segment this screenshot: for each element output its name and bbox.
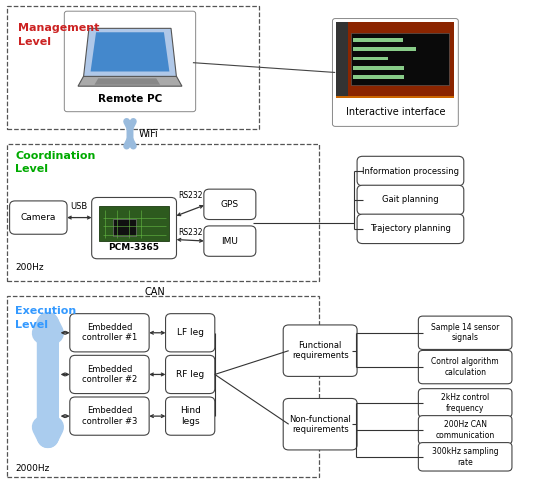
Text: Camera: Camera: [21, 213, 56, 222]
Text: 2kHz control
frequency: 2kHz control frequency: [441, 393, 490, 413]
Text: 200Hz: 200Hz: [15, 263, 43, 272]
FancyBboxPatch shape: [336, 96, 454, 99]
FancyArrowPatch shape: [126, 121, 133, 146]
Text: Embedded
controller #2: Embedded controller #2: [82, 365, 137, 384]
Text: WiFi: WiFi: [138, 129, 158, 139]
Text: Management: Management: [18, 24, 99, 34]
FancyBboxPatch shape: [283, 325, 357, 377]
Text: RS232: RS232: [178, 191, 202, 200]
Text: Level: Level: [15, 319, 48, 329]
FancyBboxPatch shape: [332, 19, 458, 126]
FancyBboxPatch shape: [357, 214, 464, 244]
Bar: [7, 6, 258, 129]
FancyBboxPatch shape: [357, 156, 464, 186]
Text: GPS: GPS: [221, 200, 239, 209]
FancyArrowPatch shape: [43, 323, 53, 437]
Text: IMU: IMU: [222, 237, 238, 246]
Text: RF leg: RF leg: [176, 370, 204, 379]
Text: 200Hz CAN
communication: 200Hz CAN communication: [436, 420, 495, 440]
FancyBboxPatch shape: [92, 198, 177, 259]
FancyBboxPatch shape: [353, 57, 404, 60]
Text: Sample 14 sensor
signals: Sample 14 sensor signals: [431, 323, 499, 343]
Text: Level: Level: [15, 164, 48, 174]
Text: Embedded
controller #1: Embedded controller #1: [82, 323, 137, 343]
FancyBboxPatch shape: [419, 351, 512, 384]
Text: CAN: CAN: [144, 286, 165, 297]
FancyBboxPatch shape: [204, 189, 256, 219]
FancyBboxPatch shape: [336, 22, 454, 97]
Polygon shape: [95, 78, 160, 85]
Text: Information processing: Information processing: [362, 167, 459, 176]
Text: LF leg: LF leg: [177, 328, 204, 337]
Polygon shape: [78, 76, 182, 86]
Polygon shape: [84, 29, 177, 77]
Text: Trajectory planning: Trajectory planning: [370, 224, 451, 233]
Text: Control algorithm
calculation: Control algorithm calculation: [431, 357, 499, 377]
FancyBboxPatch shape: [336, 22, 348, 97]
Polygon shape: [91, 32, 169, 71]
FancyBboxPatch shape: [353, 75, 419, 79]
FancyBboxPatch shape: [419, 443, 512, 471]
Text: Functional
requirements: Functional requirements: [292, 341, 349, 360]
FancyBboxPatch shape: [350, 33, 449, 85]
Text: 300kHz sampling
rate: 300kHz sampling rate: [432, 447, 498, 466]
FancyBboxPatch shape: [353, 38, 392, 41]
FancyBboxPatch shape: [204, 226, 256, 256]
FancyBboxPatch shape: [353, 47, 422, 51]
Text: PCM-3365: PCM-3365: [108, 243, 160, 252]
FancyBboxPatch shape: [113, 219, 136, 236]
Text: Level: Level: [18, 36, 51, 47]
FancyBboxPatch shape: [419, 416, 512, 444]
Text: Hind
legs: Hind legs: [180, 406, 201, 426]
FancyBboxPatch shape: [419, 316, 512, 350]
Text: Execution: Execution: [15, 306, 76, 317]
FancyBboxPatch shape: [70, 397, 149, 435]
FancyBboxPatch shape: [70, 355, 149, 393]
FancyBboxPatch shape: [419, 388, 512, 417]
Text: RS232: RS232: [178, 228, 202, 237]
Text: Gait planning: Gait planning: [382, 195, 439, 205]
FancyBboxPatch shape: [99, 206, 169, 241]
Text: Coordination: Coordination: [15, 151, 96, 161]
Bar: [7, 143, 319, 281]
FancyBboxPatch shape: [283, 398, 357, 450]
FancyBboxPatch shape: [166, 355, 215, 393]
FancyBboxPatch shape: [166, 397, 215, 435]
Text: Non-functional
requirements: Non-functional requirements: [289, 415, 351, 434]
FancyBboxPatch shape: [357, 185, 464, 214]
Text: Embedded
controller #3: Embedded controller #3: [82, 406, 137, 426]
FancyBboxPatch shape: [70, 314, 149, 352]
Text: USB: USB: [71, 202, 88, 211]
FancyBboxPatch shape: [353, 66, 402, 70]
Bar: [7, 295, 319, 477]
Text: 2000Hz: 2000Hz: [15, 464, 50, 473]
Text: Remote PC: Remote PC: [98, 95, 162, 105]
FancyBboxPatch shape: [9, 201, 67, 234]
FancyBboxPatch shape: [166, 314, 215, 352]
Text: Interactive interface: Interactive interface: [345, 106, 445, 117]
